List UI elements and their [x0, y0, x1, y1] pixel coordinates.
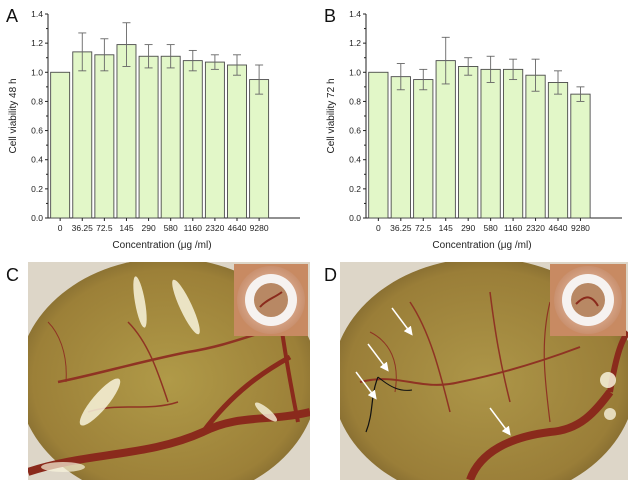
x-tick-label: 4640: [228, 223, 247, 233]
x-tick-label: 580: [164, 223, 178, 233]
y-tick-label: 1.2: [349, 38, 361, 48]
x-tick-label: 4640: [549, 223, 568, 233]
x-tick-label: 145: [439, 223, 453, 233]
x-tick-label: 145: [119, 223, 133, 233]
y-axis-title: Cell viability 48 h: [8, 78, 19, 153]
panel-label-b: B: [324, 6, 337, 26]
x-tick-label: 2320: [205, 223, 224, 233]
x-tick-label: 0: [376, 223, 381, 233]
cam-photo-d: [340, 262, 628, 480]
panel-label-c: C: [6, 265, 19, 285]
x-tick-label: 72.5: [415, 223, 432, 233]
panel-label-a: A: [6, 6, 19, 26]
x-tick-label: 36.25: [390, 223, 412, 233]
bar-580: [160, 55, 181, 219]
bar-145: [116, 44, 137, 219]
x-tick-label: 2320: [526, 223, 545, 233]
bar-72.5: [413, 79, 434, 219]
bar-0: [368, 71, 389, 219]
bar-36.25: [72, 51, 93, 219]
x-tick-label: 290: [141, 223, 155, 233]
panel-label-d: D: [324, 265, 337, 285]
x-tick-label: 9280: [250, 223, 269, 233]
bar-9280: [249, 79, 270, 219]
x-tick-label: 72.5: [96, 223, 113, 233]
y-tick-label: 0.0: [31, 213, 43, 223]
bar-290: [458, 66, 479, 219]
bar-36.25: [390, 76, 411, 219]
x-tick-label: 9280: [571, 223, 590, 233]
x-tick-label: 1160: [504, 223, 523, 233]
y-tick-label: 1.0: [31, 67, 43, 77]
cam-photo-c: [28, 262, 310, 480]
bar-4640: [547, 82, 569, 219]
y-tick-label: 0.2: [349, 184, 361, 194]
y-tick-label: 1.4: [349, 9, 361, 19]
y-tick-label: 0.6: [31, 126, 43, 136]
x-tick-label: 580: [484, 223, 498, 233]
bar-580: [480, 68, 501, 219]
y-tick-label: 0.8: [31, 96, 43, 106]
y-tick-label: 0.8: [349, 96, 361, 106]
y-tick-label: 1.0: [349, 67, 361, 77]
cam-photo-c-image: [28, 262, 310, 480]
y-tick-label: 0.4: [31, 155, 43, 165]
y-tick-label: 0.4: [349, 155, 361, 165]
bar-chart-b: 0.0 0.2 0.4 0.6 0.8 1.0 1.2 1.4 0 36.25 72.5 145 290…: [326, 9, 622, 251]
bar-0: [50, 71, 71, 219]
x-tick-label: 290: [461, 223, 475, 233]
bar-chart-a: 0.0 0.2 0.4 0.6 0.8 1.0 1.2 1.4 0 36.25 72.5 145 290…: [8, 9, 300, 251]
y-tick-label: 0.0: [349, 213, 361, 223]
bar-1160: [502, 68, 524, 219]
y-tick-label: 1.4: [31, 9, 43, 19]
bar-72.5: [94, 54, 115, 219]
x-tick-label: 0: [58, 223, 63, 233]
x-axis-title: Concentration (μg /ml): [112, 240, 211, 251]
bar-290: [138, 55, 159, 219]
bar-4640: [227, 64, 247, 219]
bar-1160: [182, 60, 203, 219]
y-tick-label: 0.2: [31, 184, 43, 194]
x-tick-label: 36.25: [72, 223, 94, 233]
bar-2320: [525, 74, 546, 219]
bar-2320: [204, 61, 225, 219]
cam-photo-d-image: [340, 262, 628, 480]
y-tick-label: 1.2: [31, 38, 43, 48]
x-tick-label: 1160: [184, 223, 203, 233]
y-axis-title: Cell viability 72 h: [326, 78, 337, 153]
bar-9280: [570, 93, 591, 219]
y-tick-label: 0.6: [349, 126, 361, 136]
x-axis-title: Concentration (μg /ml): [432, 240, 531, 251]
